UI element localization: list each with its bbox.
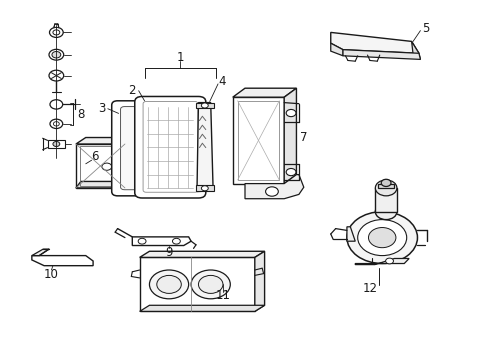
Circle shape — [138, 238, 146, 244]
Polygon shape — [196, 185, 214, 191]
Polygon shape — [331, 32, 419, 53]
Text: 9: 9 — [165, 246, 173, 258]
Polygon shape — [375, 188, 397, 212]
Circle shape — [149, 270, 189, 299]
Polygon shape — [197, 103, 213, 192]
Circle shape — [266, 187, 278, 196]
Polygon shape — [140, 305, 265, 311]
Text: 1: 1 — [176, 51, 184, 64]
Circle shape — [381, 179, 391, 186]
Circle shape — [286, 109, 296, 117]
Polygon shape — [48, 140, 65, 148]
Polygon shape — [233, 88, 296, 97]
FancyBboxPatch shape — [121, 107, 169, 190]
Polygon shape — [76, 181, 136, 188]
Polygon shape — [284, 88, 296, 184]
Polygon shape — [196, 103, 214, 108]
Polygon shape — [76, 144, 125, 188]
Text: 7: 7 — [300, 131, 308, 144]
Polygon shape — [355, 258, 409, 265]
Circle shape — [201, 186, 208, 191]
Text: 5: 5 — [422, 22, 430, 35]
Polygon shape — [140, 251, 265, 257]
Text: 3: 3 — [98, 102, 106, 114]
Text: 6: 6 — [91, 150, 98, 163]
FancyBboxPatch shape — [112, 101, 176, 196]
Polygon shape — [343, 50, 420, 59]
Polygon shape — [140, 257, 255, 311]
Circle shape — [358, 220, 407, 256]
Polygon shape — [76, 138, 136, 144]
Text: 11: 11 — [216, 289, 230, 302]
Polygon shape — [347, 227, 355, 241]
Circle shape — [375, 204, 397, 220]
FancyBboxPatch shape — [135, 96, 206, 198]
Circle shape — [201, 103, 208, 108]
Circle shape — [347, 212, 417, 264]
Polygon shape — [255, 251, 265, 311]
Circle shape — [52, 51, 61, 58]
Circle shape — [198, 275, 223, 293]
Polygon shape — [412, 41, 420, 59]
Circle shape — [386, 258, 393, 264]
Text: 4: 4 — [218, 75, 226, 87]
Polygon shape — [233, 97, 284, 184]
Text: 2: 2 — [128, 84, 136, 96]
Circle shape — [157, 275, 181, 293]
Polygon shape — [245, 175, 304, 199]
Text: 8: 8 — [77, 108, 85, 121]
Polygon shape — [54, 24, 59, 27]
Circle shape — [172, 238, 180, 244]
Polygon shape — [331, 43, 343, 56]
Circle shape — [191, 270, 230, 299]
Circle shape — [53, 141, 60, 147]
Circle shape — [375, 180, 397, 196]
Text: 12: 12 — [363, 282, 377, 295]
Polygon shape — [132, 237, 191, 246]
Polygon shape — [32, 256, 93, 266]
Text: 10: 10 — [44, 268, 59, 281]
Circle shape — [368, 228, 396, 248]
Circle shape — [286, 168, 296, 176]
Polygon shape — [32, 249, 49, 256]
Polygon shape — [125, 138, 136, 188]
Polygon shape — [378, 184, 394, 188]
